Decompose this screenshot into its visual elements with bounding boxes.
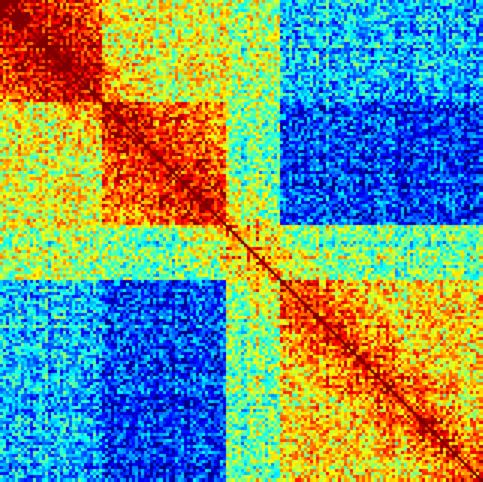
heatmap-canvas xyxy=(0,0,483,482)
heatmap-chart xyxy=(0,0,483,482)
